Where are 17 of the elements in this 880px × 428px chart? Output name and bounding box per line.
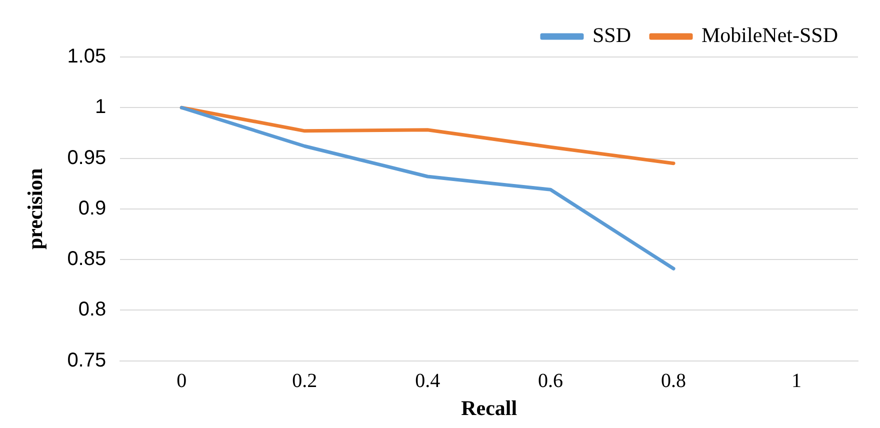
y-axis-title: precision	[23, 168, 48, 250]
x-tick-label: 0	[176, 370, 187, 392]
legend-label: SSD	[592, 23, 632, 48]
legend-label: MobileNet-SSD	[702, 23, 838, 48]
y-tick-label: 0.8	[78, 298, 106, 321]
y-tick-label: 0.85	[67, 248, 106, 270]
y-tick-label: 1	[95, 96, 106, 118]
x-tick-label: 1	[792, 370, 802, 392]
y-tick-label: 0.9	[78, 197, 106, 220]
x-tick-label: 0.2	[292, 370, 318, 392]
y-tick-label: 0.95	[67, 146, 106, 169]
y-tick-label: 0.75	[67, 349, 106, 372]
x-tick-label: 0.4	[415, 370, 440, 392]
y-tick-label: 1.05	[67, 46, 106, 68]
x-tick-label: 0.6	[538, 370, 564, 392]
x-axis-title: Recall	[461, 396, 518, 420]
x-tick-label: 0.8	[661, 370, 686, 392]
